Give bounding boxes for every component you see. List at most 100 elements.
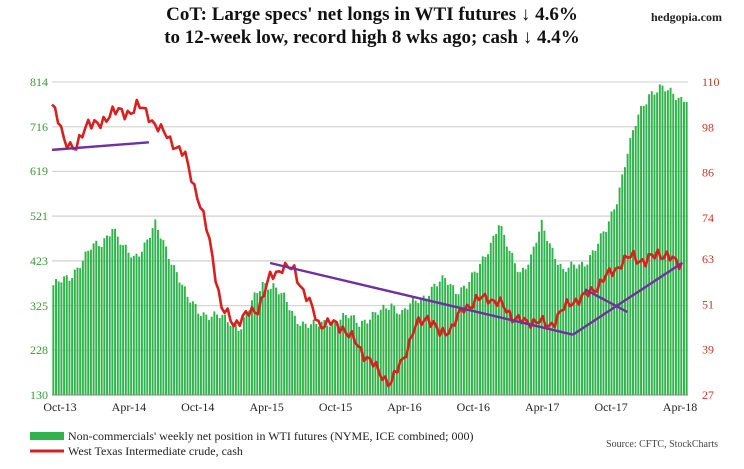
bar xyxy=(468,281,471,395)
right-y-tick-label: 39 xyxy=(702,343,714,357)
bar xyxy=(629,138,632,395)
bar xyxy=(191,301,194,395)
bar xyxy=(428,295,431,395)
bar xyxy=(170,264,173,395)
bar xyxy=(92,243,95,395)
bar xyxy=(371,311,374,395)
bar xyxy=(387,309,390,395)
bar xyxy=(318,326,320,395)
bar xyxy=(653,94,656,396)
bar xyxy=(264,283,267,395)
bar xyxy=(567,267,570,395)
bar xyxy=(344,315,347,395)
x-tick-label: Oct-13 xyxy=(43,400,76,414)
bar xyxy=(484,256,487,395)
bar xyxy=(197,313,200,395)
x-tick-label: Oct-15 xyxy=(319,400,352,414)
bar xyxy=(208,320,210,395)
bar xyxy=(479,263,481,395)
bar xyxy=(57,281,60,395)
bar xyxy=(334,320,337,395)
bar xyxy=(360,320,363,395)
bar xyxy=(559,263,562,395)
bar xyxy=(664,91,667,396)
x-tick-label: Apr-14 xyxy=(112,400,146,414)
bar xyxy=(100,246,103,395)
bar xyxy=(304,323,307,395)
bar xyxy=(65,275,68,395)
bar xyxy=(63,276,66,395)
bar xyxy=(511,252,514,395)
bar xyxy=(650,91,653,395)
right-y-tick-label: 74 xyxy=(702,211,714,225)
bar xyxy=(640,106,643,396)
bar xyxy=(524,269,527,395)
bar xyxy=(331,320,334,395)
bar xyxy=(452,285,455,395)
bar xyxy=(374,312,377,395)
bar xyxy=(183,286,186,395)
bar xyxy=(516,271,519,395)
bar xyxy=(666,90,669,395)
chart-title-line-2: to 12-week low, record high 8 wks ago; c… xyxy=(164,27,580,48)
bar xyxy=(621,174,624,395)
bar xyxy=(315,323,318,395)
bar xyxy=(465,288,468,395)
bar xyxy=(674,100,677,396)
bar xyxy=(540,219,543,395)
left-axis: 130 228 325 423 521 619 716 814 xyxy=(30,75,48,402)
bar xyxy=(637,114,640,395)
right-axis: 27 39 51 63 74 86 98 110 xyxy=(702,75,720,402)
bar xyxy=(385,308,388,395)
x-tick-label: Apr-16 xyxy=(387,400,421,414)
bar xyxy=(527,264,530,395)
bar xyxy=(111,228,114,395)
legend: Non-commercials' weekly net position in … xyxy=(30,429,474,458)
bar xyxy=(623,167,626,395)
bar xyxy=(55,279,57,395)
bar xyxy=(589,255,592,395)
bar xyxy=(350,315,353,395)
bar xyxy=(500,226,503,395)
bar xyxy=(89,249,92,395)
bar xyxy=(648,94,651,395)
source-note: Source: CFTC, StockCharts xyxy=(606,439,718,450)
bar-series xyxy=(52,84,688,396)
bar xyxy=(438,281,441,395)
x-tick-label: Apr-15 xyxy=(249,400,283,414)
bar xyxy=(572,264,575,395)
bar xyxy=(119,244,122,395)
bar xyxy=(626,153,629,395)
right-y-tick-label: 110 xyxy=(702,75,720,89)
bar xyxy=(205,314,208,395)
bar xyxy=(358,326,361,395)
bar xyxy=(291,310,294,395)
bar xyxy=(71,278,74,395)
bar xyxy=(312,319,315,395)
bar xyxy=(583,266,586,395)
bar xyxy=(570,261,573,395)
bar xyxy=(213,311,216,395)
bar xyxy=(417,303,420,395)
bar xyxy=(285,302,288,395)
bar xyxy=(202,312,205,395)
bar xyxy=(342,313,345,395)
bar xyxy=(216,314,219,395)
bar xyxy=(420,297,422,395)
bar xyxy=(106,235,108,395)
bar xyxy=(543,230,546,395)
bar xyxy=(535,242,538,395)
bar xyxy=(76,267,79,395)
bar xyxy=(250,300,253,395)
bar xyxy=(173,265,176,395)
line-series xyxy=(51,98,684,388)
bar xyxy=(229,325,232,395)
bar xyxy=(288,310,291,395)
right-y-tick-label: 86 xyxy=(702,166,714,180)
bar xyxy=(157,229,159,395)
bar xyxy=(599,233,602,395)
bar xyxy=(339,319,342,395)
bar xyxy=(259,291,261,395)
left-y-tick-label: 423 xyxy=(30,254,48,268)
